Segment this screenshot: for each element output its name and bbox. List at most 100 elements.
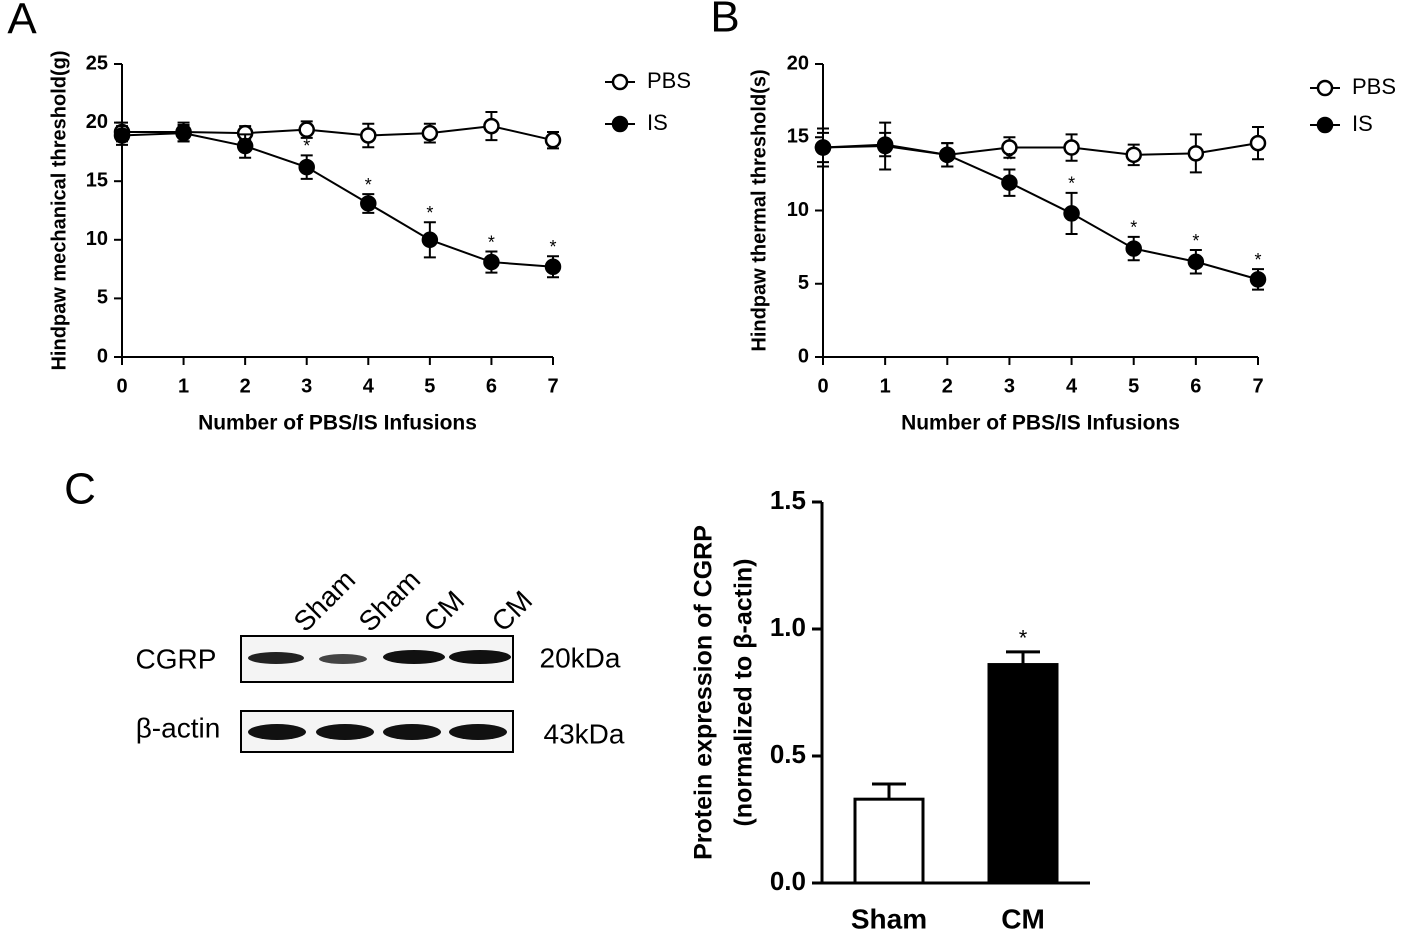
data-point [1125, 240, 1142, 257]
y-tick-label: 10 [787, 199, 809, 221]
y-tick-label: 10 [86, 228, 108, 250]
y-tick-label: 15 [86, 169, 108, 191]
data-point [360, 195, 377, 212]
size-label: 43kDa [544, 718, 625, 749]
x-tick-label: Sham [851, 903, 927, 934]
significance-mark: * [1130, 218, 1137, 238]
error-bar [872, 782, 906, 800]
band [248, 724, 306, 740]
series-line [121, 132, 554, 268]
significance-mark: * [303, 136, 310, 156]
y-tick-label: 1.0 [770, 612, 806, 642]
data-point [483, 253, 500, 271]
bar [853, 797, 925, 885]
legend-marker [1316, 79, 1334, 97]
bar [987, 663, 1059, 885]
y-tick-label: 15 [787, 126, 809, 148]
data-point [1125, 146, 1142, 164]
lane-label: Sham [288, 564, 362, 638]
panel-letter: C [64, 465, 96, 514]
series-line [822, 143, 1259, 281]
legend-label: PBS [647, 68, 691, 93]
band [383, 650, 445, 664]
x-tick-label: 5 [1128, 375, 1139, 397]
y-axis-label: Hindpaw mechanical threshold(g) [48, 50, 70, 370]
x-tick-label: 0 [116, 375, 127, 397]
x-tick-label: 3 [301, 375, 312, 397]
legend-marker [611, 73, 629, 91]
x-tick-label: 7 [1252, 375, 1263, 397]
band [316, 724, 374, 740]
significance-mark: * [1019, 626, 1028, 651]
band [248, 652, 304, 664]
data-point [1001, 139, 1018, 156]
y-axis-label: Hindpaw thermal threshold(s) [748, 69, 770, 351]
legend-label: IS [1352, 111, 1373, 136]
y-tick-label: 20 [787, 52, 809, 74]
legend-marker [611, 115, 629, 133]
x-tick-label: 2 [240, 375, 251, 397]
significance-mark: * [488, 232, 495, 252]
x-tick-label: 3 [1004, 375, 1015, 397]
lane-label: CM [486, 585, 539, 638]
x-tick-label: 0 [817, 375, 828, 397]
lane-label: Sham [353, 564, 427, 638]
data-point [544, 258, 562, 276]
western-blot: C Sham Sham CM CM CGRP β-actin 20kDa 43k… [64, 465, 625, 753]
data-point [876, 136, 894, 153]
y-tick-label: 5 [798, 272, 809, 294]
y-tick-label: 20 [86, 111, 108, 133]
x-tick-label: 5 [424, 375, 435, 397]
x-axis-label: Number of PBS/IS Infusions [198, 412, 477, 435]
significance-mark: * [1192, 231, 1199, 251]
data-point [939, 146, 956, 164]
x-tick-label: 1 [880, 375, 891, 397]
significance-mark: * [365, 175, 372, 195]
significance-mark: * [549, 237, 556, 257]
significance-mark: * [426, 203, 433, 223]
panel-letter: A [7, 0, 37, 44]
significance-mark: * [1006, 150, 1013, 170]
legend-marker [1316, 116, 1334, 134]
size-label: 20kDa [540, 642, 621, 673]
band [383, 724, 441, 740]
band [449, 650, 511, 664]
data-point [544, 131, 562, 149]
band [449, 724, 507, 740]
y-tick-label: 0.5 [770, 739, 806, 769]
y-tick-label: 1.5 [770, 485, 806, 515]
data-point [175, 124, 192, 142]
data-point [814, 139, 832, 156]
significance-mark: * [1254, 250, 1261, 270]
x-tick-label: 6 [486, 375, 497, 397]
band [319, 654, 367, 664]
error-bar [1006, 650, 1040, 665]
x-tick-label: 4 [363, 375, 375, 397]
data-point [421, 231, 439, 249]
data-point [360, 127, 377, 144]
legend-label: PBS [1352, 74, 1396, 99]
y-tick-label: 5 [97, 287, 108, 309]
data-point [298, 121, 315, 138]
x-tick-label: 6 [1190, 375, 1201, 397]
significance-mark: * [1068, 174, 1075, 194]
data-point [483, 117, 500, 135]
data-point [1249, 271, 1267, 288]
legend-label: IS [647, 110, 668, 135]
x-tick-label: 1 [178, 375, 189, 397]
y-axis-label: (normalized to β-actin) [730, 558, 758, 826]
data-point [1063, 139, 1080, 156]
data-point [1187, 253, 1205, 271]
row-label: β-actin [136, 712, 221, 743]
lane-label: CM [418, 585, 471, 638]
data-point [1001, 174, 1018, 191]
data-point [1249, 134, 1267, 152]
y-tick-label: 0.0 [770, 866, 806, 896]
x-tick-label: 4 [1066, 375, 1078, 397]
x-tick-label: 7 [547, 375, 558, 397]
y-tick-label: 0 [97, 345, 108, 367]
y-tick-label: 0 [798, 345, 809, 367]
data-point [1187, 145, 1205, 162]
data-point [113, 127, 131, 144]
